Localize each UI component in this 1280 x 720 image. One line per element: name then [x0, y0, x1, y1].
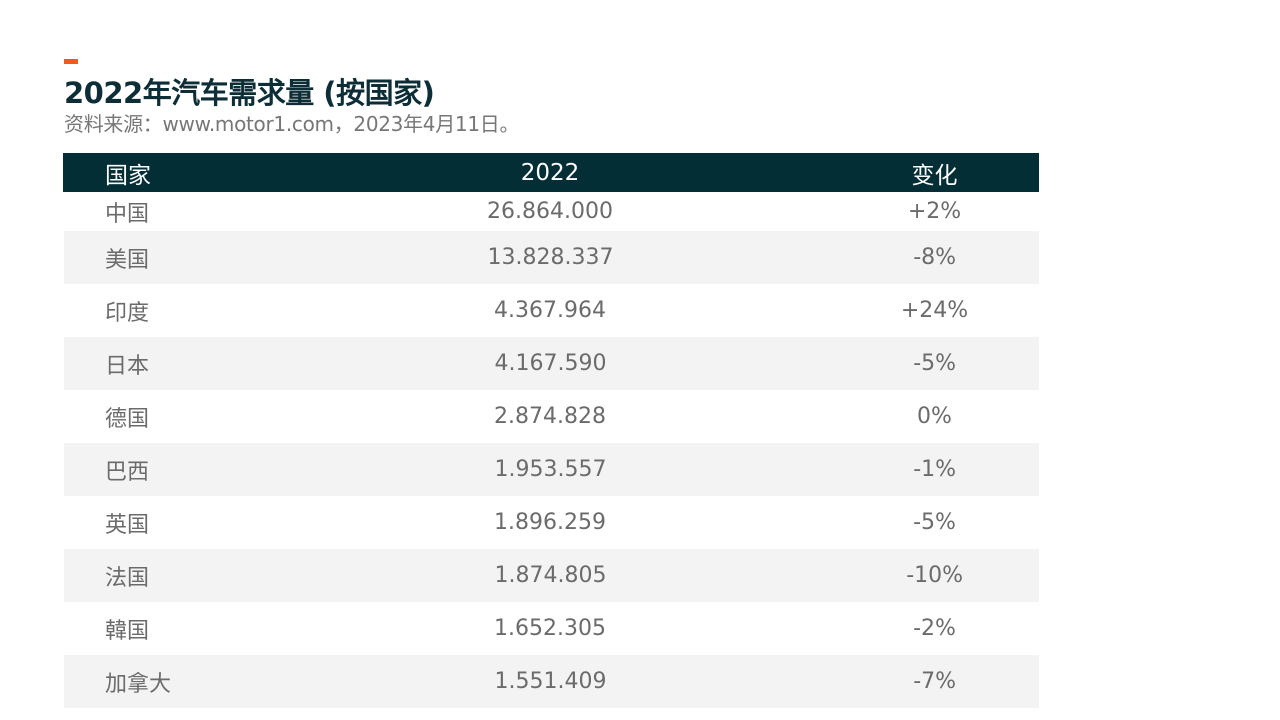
country-cell: 加拿大	[105, 671, 172, 697]
table-row: 韓国 1.652.305 -2%	[63, 602, 1039, 655]
value-cell: 4.167.590	[494, 351, 607, 376]
country-cell: 德国	[105, 406, 150, 432]
car-demand-table: 国家 2022 变化 中国 26.864.000 +2% 美国 13.828.3…	[63, 153, 1039, 708]
table-row: 巴西 1.953.557 -1%	[64, 443, 1039, 496]
table-row: 加拿大 1.551.409 -7%	[64, 655, 1039, 708]
country-cell: 法国	[105, 565, 150, 591]
table-row: 印度 4.367.964 +24%	[63, 284, 1039, 337]
change-cell: 0%	[917, 404, 952, 429]
change-cell: -5%	[913, 510, 956, 535]
value-cell: 1.551.409	[494, 669, 607, 694]
change-cell: -10%	[906, 563, 964, 588]
country-cell: 英国	[105, 512, 150, 538]
change-cell: -7%	[913, 669, 957, 694]
header-year: 2022	[520, 159, 580, 186]
value-cell: 13.828.337	[487, 245, 614, 270]
table-header: 国家 2022 变化	[63, 153, 1039, 192]
value-cell: 1.896.259	[494, 510, 606, 535]
change-cell: +2%	[907, 199, 962, 224]
country-cell: 日本	[105, 353, 150, 379]
country-cell: 巴西	[105, 459, 150, 485]
change-cell: -5%	[913, 351, 957, 376]
change-cell: -8%	[913, 245, 957, 270]
page-title: 2022年汽车需求量 (按国家)	[64, 76, 435, 110]
value-cell: 1.953.557	[494, 457, 607, 482]
value-cell: 1.652.305	[494, 616, 606, 641]
country-cell: 中国	[105, 201, 150, 227]
table-row: 美国 13.828.337 -8%	[64, 231, 1039, 284]
value-cell: 4.367.964	[494, 298, 606, 323]
header-change: 变化	[911, 162, 958, 189]
country-cell: 美国	[105, 247, 150, 273]
title-accent-bar	[64, 59, 78, 64]
value-cell: 1.874.805	[494, 563, 607, 588]
header-country: 国家	[105, 162, 151, 189]
country-cell: 印度	[105, 300, 150, 326]
change-cell: -1%	[913, 457, 957, 482]
change-cell: -2%	[913, 616, 956, 641]
value-cell: 2.874.828	[494, 404, 606, 429]
country-cell: 韓国	[105, 618, 150, 644]
value-cell: 26.864.000	[487, 199, 613, 224]
table-row: 法国 1.874.805 -10%	[64, 549, 1039, 602]
table-body: 中国 26.864.000 +2% 美国 13.828.337 -8% 印度 4…	[63, 192, 1039, 708]
source-note: 资料来源：www.motor1.com，2023年4月11日。	[64, 112, 520, 136]
table-row: 德国 2.874.828 0%	[63, 390, 1039, 443]
change-cell: +24%	[900, 298, 969, 323]
table-row: 英国 1.896.259 -5%	[63, 496, 1039, 549]
table-row: 日本 4.167.590 -5%	[64, 337, 1039, 390]
table-row: 中国 26.864.000 +2%	[63, 192, 1039, 231]
